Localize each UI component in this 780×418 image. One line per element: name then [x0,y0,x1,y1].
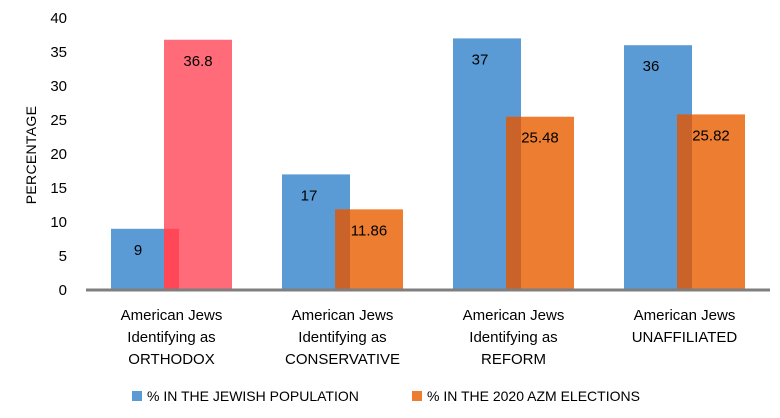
data-label-jewish-population: 37 [472,51,489,68]
bar-overlap [506,116,521,291]
y-tick-label: 20 [50,146,67,163]
data-label-azm-elections: 25.48 [521,130,559,147]
y-axis-label: PERCENTAGE [23,106,39,204]
x-category-label-line: CONSERVATIVE [285,351,400,368]
data-label-jewish-population: 36 [643,58,660,75]
bars: 9 36.8 17 11.86 37 25.48 36 25.82 [111,38,745,291]
y-tick-label: 35 [50,44,67,61]
x-axis: American Jews Identifying as ORTHODOXAmeri… [86,288,770,368]
y-tick-label: 0 [59,282,67,299]
y-tick-label: 10 [50,214,67,231]
bar-overlap [164,228,179,290]
legend-swatch [132,391,142,401]
x-category-label-line: American Jews [463,307,565,324]
legend-label: % IN THE 2020 AZM ELECTIONS [427,388,640,404]
x-category-label-line: American Jews [121,307,223,324]
x-category-label-line: Identifying as [298,329,386,346]
legend-swatch [412,391,422,401]
x-category-label: American Jews Identifying as ORTHODOX [121,307,223,368]
data-label-jewish-population: 9 [134,242,142,259]
y-axis: 0 5 10 15 20 25 30 35 40 [50,10,67,299]
y-tick-label: 5 [59,248,67,265]
x-category-label: American Jews UNAFFILIATED [632,307,738,346]
x-category-label-line: UNAFFILIATED [632,329,738,346]
x-category-label-line: ORTHODOX [128,351,214,368]
x-category-label-line: American Jews [292,307,394,324]
y-tick-label: 25 [50,112,67,129]
data-label-azm-elections: 11.86 [351,222,387,239]
y-tick-label: 30 [50,78,67,95]
data-label-azm-elections: 25.82 [692,127,730,144]
data-label-jewish-population: 17 [301,187,318,204]
y-tick-label: 40 [50,10,67,27]
bar-overlap [335,209,350,290]
x-category-label-line: Identifying as [469,329,557,346]
legend: % IN THE JEWISH POPULATION % IN THE 2020 … [132,388,640,404]
y-tick-label: 15 [50,180,67,197]
bar-overlap [677,114,692,290]
data-label-azm-elections: 36.8 [183,53,212,70]
legend-label: % IN THE JEWISH POPULATION [147,388,359,404]
x-category-label: American Jews Identifying as REFORM [463,307,565,368]
x-category-label-line: American Jews [634,307,736,324]
x-category-label-line: Identifying as [127,329,215,346]
x-category-label: American Jews Identifying as CONSERVATIVE [285,307,400,368]
x-category-label-line: REFORM [481,351,546,368]
